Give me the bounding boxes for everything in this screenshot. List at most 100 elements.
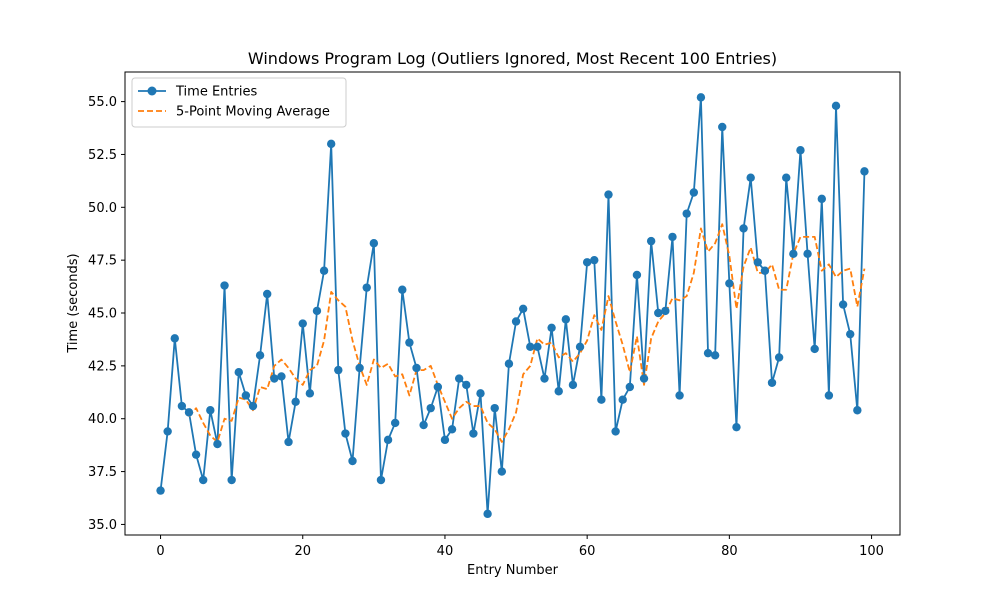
data-point <box>782 173 791 182</box>
data-point <box>533 342 542 352</box>
y-axis: 35.0 37.5 40.0 42.5 45.0 47.5 50.0 52.5 55.0 <box>88 95 125 533</box>
data-point <box>618 395 627 404</box>
x-tick-label: 80 <box>721 544 738 559</box>
data-point <box>739 224 748 233</box>
data-point <box>746 173 755 182</box>
data-point <box>277 372 286 381</box>
data-point <box>725 279 734 288</box>
data-point <box>604 190 613 199</box>
data-point <box>789 249 798 259</box>
y-axis-label: Time (seconds) <box>66 253 81 353</box>
data-point <box>213 439 222 449</box>
data-point <box>824 391 834 400</box>
x-tick-label: 60 <box>579 544 596 559</box>
data-point <box>540 374 549 383</box>
data-point <box>639 374 649 383</box>
legend-box <box>131 77 347 128</box>
data-point <box>561 315 571 324</box>
data-point <box>305 389 315 398</box>
data-point <box>412 363 421 373</box>
data-point <box>454 374 464 383</box>
series-line-time-entries <box>159 96 866 515</box>
data-point <box>568 380 578 390</box>
data-point <box>696 93 706 102</box>
data-point <box>803 249 812 259</box>
data-point <box>668 232 677 242</box>
y-tick-label: 35.0 <box>88 518 117 533</box>
data-point <box>661 306 670 316</box>
legend-label-moving-average: 5-Point Moving Average <box>176 105 330 120</box>
y-tick-label: 52.5 <box>88 148 117 163</box>
data-point <box>710 351 720 360</box>
data-point <box>518 304 528 313</box>
data-point <box>284 437 293 447</box>
y-tick-label: 47.5 <box>88 254 117 269</box>
data-point <box>675 391 684 400</box>
data-point <box>433 382 443 392</box>
data-point <box>191 450 201 459</box>
plot-frame <box>124 71 901 536</box>
data-point <box>483 509 492 519</box>
data-point <box>390 418 400 428</box>
data-point <box>270 374 279 383</box>
data-point <box>504 359 514 368</box>
x-axis-label: Entry Number <box>467 563 559 578</box>
data-point <box>462 380 471 390</box>
y-tick-label: 55.0 <box>88 95 117 110</box>
data-point <box>383 435 393 445</box>
data-point <box>718 122 727 132</box>
data-point <box>582 258 592 267</box>
data-point <box>291 397 300 407</box>
data-point <box>760 266 770 275</box>
y-tick-label: 42.5 <box>88 359 117 374</box>
data-point <box>376 475 386 485</box>
data-point <box>590 255 599 265</box>
data-point <box>341 429 350 438</box>
data-point <box>853 406 862 415</box>
data-point <box>362 283 371 292</box>
data-point <box>369 239 379 248</box>
data-point <box>248 401 258 411</box>
data-point <box>263 289 272 299</box>
data-point <box>177 401 187 411</box>
y-tick-label: 40.0 <box>88 412 117 427</box>
data-point <box>497 467 507 476</box>
data-point <box>817 194 826 204</box>
data-point <box>255 351 265 360</box>
data-point <box>597 395 606 404</box>
series-line-moving-average <box>188 223 866 443</box>
legend-label-time-entries: Time Entries <box>175 85 257 100</box>
data-point <box>220 281 229 290</box>
data-point <box>334 365 343 375</box>
data-point <box>646 236 656 246</box>
data-point <box>184 408 194 417</box>
y-tick-label: 45.0 <box>88 307 117 322</box>
data-point <box>447 425 457 434</box>
data-point <box>511 317 521 326</box>
data-point <box>526 342 535 352</box>
x-tick-label: 0 <box>156 544 164 559</box>
data-point <box>227 475 236 485</box>
data-point <box>625 382 635 392</box>
y-tick-label: 50.0 <box>88 201 117 216</box>
plot-area <box>156 93 869 519</box>
data-point <box>199 475 208 485</box>
data-point <box>547 323 556 333</box>
data-point <box>426 403 435 413</box>
data-point <box>554 387 563 396</box>
x-tick-label: 100 <box>859 544 884 559</box>
data-point <box>689 188 699 197</box>
data-point <box>440 435 450 445</box>
data-point <box>319 266 329 275</box>
y-tick-label: 37.5 <box>88 465 117 480</box>
data-point <box>405 338 414 347</box>
data-point <box>326 139 336 149</box>
data-point <box>312 306 322 316</box>
x-axis: 0 20 40 60 80 100 <box>156 535 884 559</box>
data-point <box>170 334 179 343</box>
x-tick-label: 20 <box>294 544 311 559</box>
data-point <box>767 378 777 387</box>
data-point <box>469 429 478 438</box>
data-point <box>703 348 713 358</box>
data-point <box>241 391 251 400</box>
